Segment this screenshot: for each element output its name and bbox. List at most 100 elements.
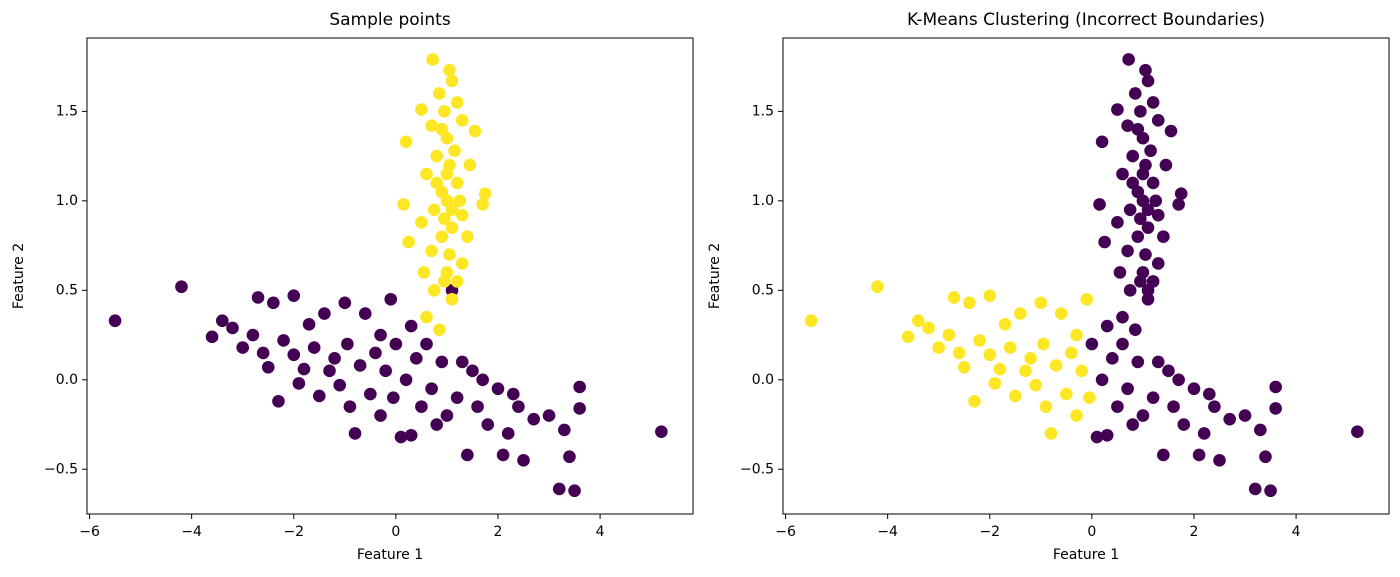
x-tick-label: 4	[1292, 524, 1301, 540]
point	[1126, 418, 1140, 431]
point	[399, 135, 413, 149]
point	[450, 96, 464, 109]
point	[1123, 203, 1137, 217]
point	[455, 208, 469, 222]
point	[461, 230, 474, 243]
point	[901, 330, 915, 344]
point	[1044, 427, 1058, 440]
point	[461, 448, 474, 462]
point	[512, 400, 525, 413]
point	[463, 158, 477, 172]
point	[307, 341, 321, 354]
point	[1141, 221, 1155, 234]
point	[417, 266, 431, 279]
point	[1139, 63, 1152, 77]
point	[420, 337, 433, 351]
y-tick-label: 0.0	[752, 372, 774, 388]
point	[1126, 176, 1140, 190]
point	[476, 198, 489, 211]
point	[1075, 364, 1088, 378]
point	[1085, 337, 1099, 351]
point	[1100, 428, 1114, 442]
point	[430, 418, 444, 431]
point	[353, 359, 367, 372]
point	[1141, 203, 1155, 217]
point	[1172, 373, 1185, 387]
point	[932, 341, 946, 354]
point	[1080, 292, 1094, 306]
point	[1060, 387, 1073, 401]
point	[443, 248, 456, 261]
point	[1008, 389, 1022, 403]
point	[478, 187, 492, 200]
point	[450, 275, 464, 288]
y-tick-label: 1.0	[752, 193, 774, 209]
point	[1141, 292, 1155, 306]
point	[1126, 149, 1140, 163]
point	[1213, 454, 1226, 467]
point	[998, 318, 1012, 331]
point	[215, 314, 229, 328]
y-tick-label: 0.5	[752, 282, 774, 298]
point	[435, 122, 449, 136]
point	[226, 321, 239, 335]
point	[1049, 359, 1063, 372]
point	[1121, 382, 1134, 396]
point	[1121, 119, 1134, 132]
point	[963, 296, 976, 310]
plot-frame	[782, 37, 1390, 515]
point	[287, 289, 301, 302]
x-tick-label: −4	[181, 524, 202, 540]
point	[1113, 266, 1127, 279]
point	[481, 418, 495, 431]
x-tick-label: 4	[596, 524, 605, 540]
point	[338, 296, 352, 310]
point	[425, 119, 438, 132]
point	[292, 377, 306, 390]
y-tick-label: 0.5	[56, 282, 78, 298]
point	[251, 291, 265, 304]
point	[341, 337, 354, 351]
x-tick-label: −2	[283, 524, 304, 540]
point	[517, 454, 530, 467]
x-axis-label: Feature 1	[1053, 547, 1119, 563]
point	[277, 334, 290, 347]
point	[1024, 352, 1037, 365]
point	[1187, 382, 1201, 396]
point	[1136, 266, 1150, 279]
y-axis-label: Feature 2	[11, 243, 27, 309]
point	[402, 235, 415, 249]
point	[445, 221, 459, 234]
point	[1139, 248, 1152, 261]
point	[1151, 114, 1165, 127]
point	[297, 362, 311, 376]
point	[343, 400, 357, 413]
point	[369, 346, 382, 360]
point	[1037, 337, 1050, 351]
point	[435, 355, 449, 369]
point	[1121, 244, 1134, 258]
point	[261, 360, 275, 374]
point	[1116, 167, 1129, 181]
point	[1139, 158, 1152, 172]
point	[542, 409, 556, 422]
point	[1029, 378, 1043, 392]
point	[471, 400, 484, 413]
chart-title: Sample points	[329, 10, 451, 30]
point	[1202, 387, 1216, 401]
point	[430, 149, 444, 163]
point	[1146, 275, 1160, 288]
point	[272, 394, 285, 408]
point	[379, 364, 392, 378]
point	[312, 389, 326, 403]
point	[1177, 418, 1191, 431]
point	[1003, 341, 1017, 354]
point	[426, 53, 439, 66]
y-tick-label: 1.5	[56, 103, 78, 119]
point	[1259, 450, 1272, 464]
point	[1070, 328, 1083, 342]
point	[993, 362, 1007, 376]
point	[655, 425, 668, 438]
point	[455, 355, 469, 369]
point	[1111, 216, 1124, 229]
